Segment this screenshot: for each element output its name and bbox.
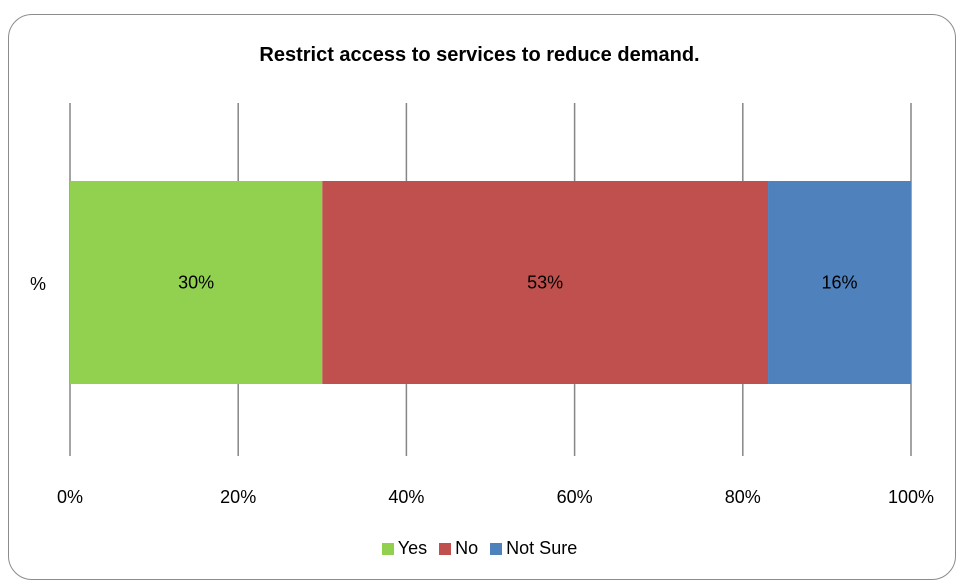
- legend-item: Not Sure: [490, 538, 577, 559]
- category-label: %: [30, 274, 46, 294]
- x-tick-label: 20%: [220, 487, 256, 507]
- x-tick-label: 40%: [388, 487, 424, 507]
- legend-item: Yes: [381, 538, 428, 559]
- bar-segment-no: [322, 181, 769, 384]
- data-label: 30%: [178, 273, 214, 293]
- x-tick-label: 60%: [557, 487, 593, 507]
- legend-label: No: [455, 538, 479, 558]
- legend-swatch: [381, 542, 394, 555]
- legend-swatch: [490, 542, 503, 555]
- chart-title: Restrict access to services to reduce de…: [259, 44, 700, 66]
- data-label: 16%: [821, 273, 857, 293]
- legend-swatch: [439, 542, 452, 555]
- bar-segment-yes: [70, 181, 323, 384]
- data-label: 53%: [527, 273, 563, 293]
- x-tick-label: 0%: [57, 487, 83, 507]
- bar-segment-not-sure: [768, 181, 911, 384]
- legend-label: Not Sure: [506, 538, 578, 558]
- legend-item: No: [439, 538, 478, 559]
- legend: Yes No Not Sure: [0, 538, 959, 559]
- x-tick-label: 100%: [888, 487, 934, 507]
- x-tick-label: 80%: [725, 487, 761, 507]
- legend-label: Yes: [397, 538, 428, 558]
